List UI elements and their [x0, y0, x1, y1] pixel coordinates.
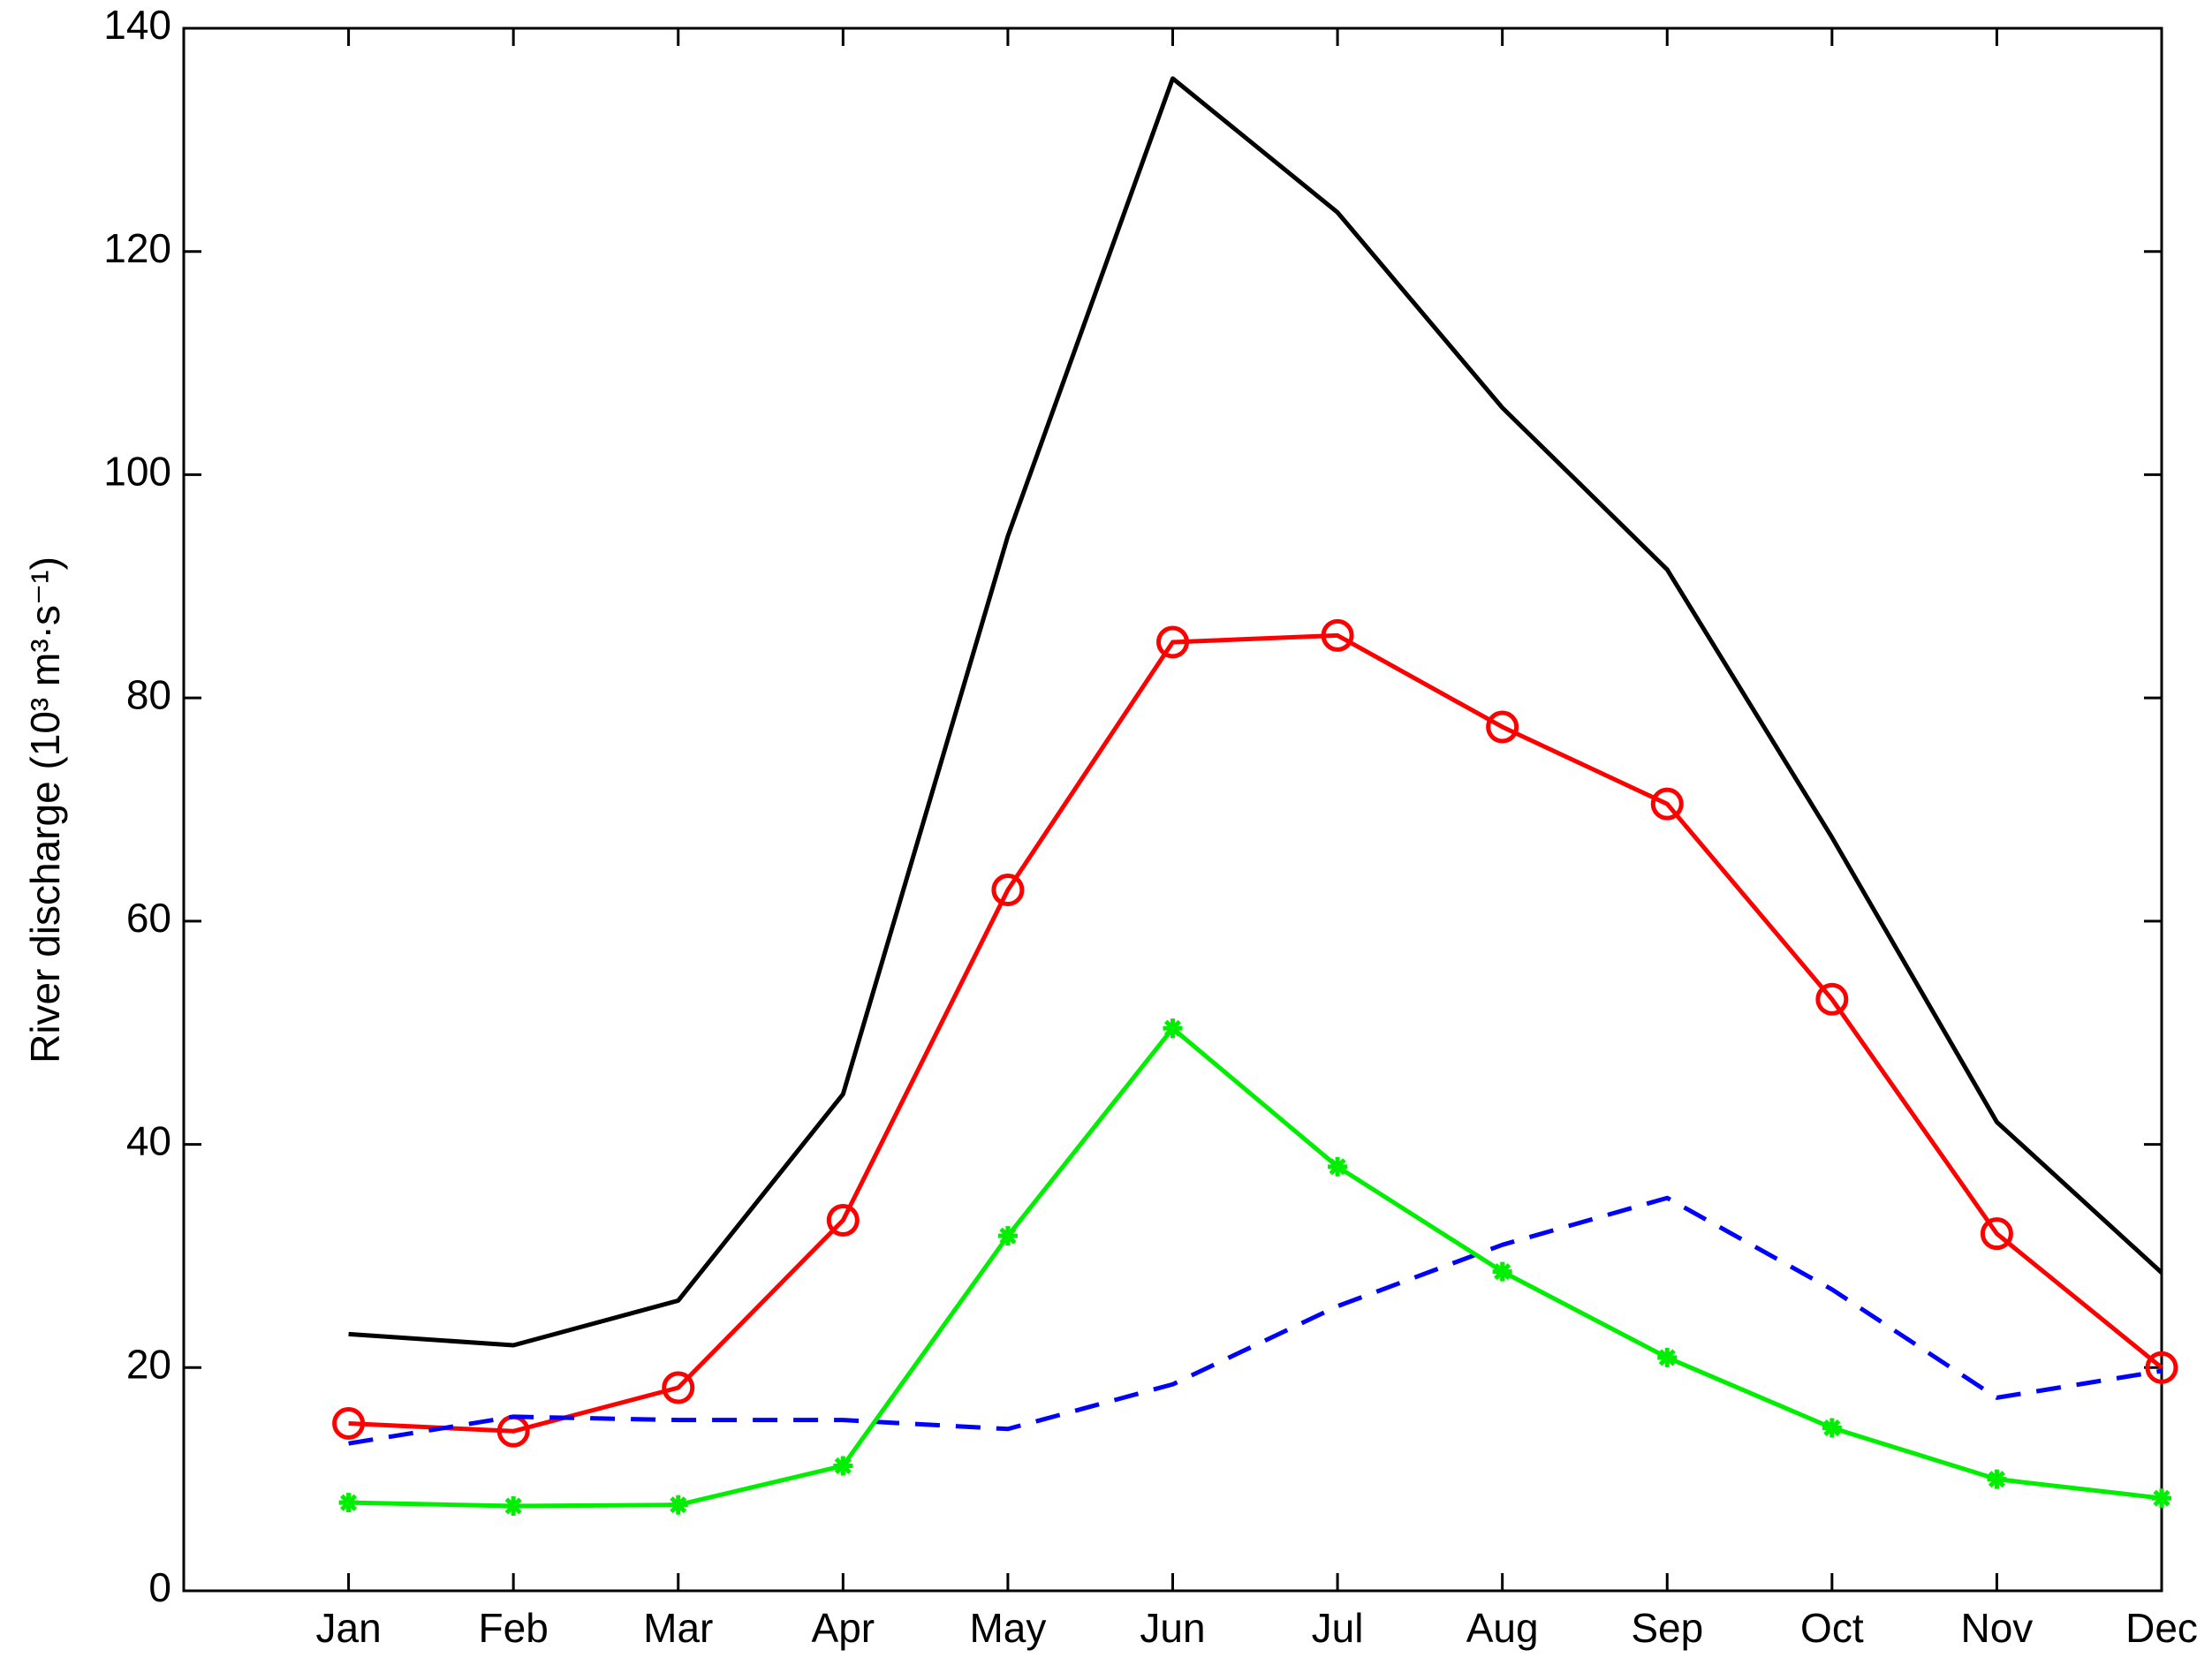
- marker: [1163, 1018, 1183, 1039]
- marker: [1657, 1347, 1678, 1367]
- plot-frame: [182, 26, 2163, 1593]
- marker: [991, 873, 1025, 906]
- y-tick-label: 120: [103, 225, 171, 271]
- y-tick-label: 80: [126, 671, 171, 717]
- marker: [1650, 787, 1684, 821]
- marker: [1980, 1217, 2013, 1251]
- marker: [2152, 1488, 2171, 1509]
- marker: [1156, 625, 1189, 659]
- marker: [1321, 618, 1354, 652]
- marker: [662, 1371, 695, 1404]
- marker: [833, 1456, 853, 1476]
- y-tick-label: 0: [148, 1564, 171, 1610]
- x-tick-label: Jun: [1140, 1605, 1205, 1651]
- x-tick-label: Sep: [1631, 1605, 1703, 1651]
- marker: [826, 1203, 860, 1237]
- series-line: [348, 76, 2163, 1348]
- x-tick-label: Jan: [315, 1605, 381, 1651]
- marker: [1815, 982, 1849, 1016]
- y-tick-label: 100: [103, 449, 171, 495]
- marker: [504, 1495, 524, 1516]
- marker: [1328, 1156, 1348, 1177]
- y-tick-label: 60: [126, 895, 171, 941]
- x-tick-label: Dec: [2125, 1605, 2198, 1651]
- x-tick-label: Oct: [1800, 1605, 1864, 1651]
- x-tick-label: Jul: [1312, 1605, 1364, 1651]
- x-tick-label: Nov: [1961, 1605, 2034, 1651]
- x-tick-label: Feb: [479, 1605, 549, 1651]
- y-tick-label: 40: [126, 1118, 171, 1164]
- y-axis-label: River discharge (10³ m³·s⁻¹): [22, 556, 68, 1063]
- series-line: [348, 1195, 2163, 1446]
- marker: [1486, 710, 1519, 744]
- marker: [997, 1226, 1018, 1246]
- y-tick-label: 140: [103, 2, 171, 48]
- marker: [2145, 1351, 2178, 1384]
- series-line: [348, 632, 2163, 1434]
- x-tick-label: May: [969, 1605, 1046, 1651]
- marker: [1987, 1469, 2007, 1489]
- y-tick-label: 20: [126, 1341, 171, 1387]
- marker: [338, 1493, 359, 1513]
- marker: [668, 1495, 688, 1515]
- x-tick-label: Aug: [1466, 1605, 1539, 1651]
- marker: [332, 1406, 366, 1440]
- marker: [1822, 1418, 1842, 1438]
- marker: [1492, 1261, 1512, 1282]
- x-tick-label: Apr: [812, 1605, 875, 1651]
- series-line: [348, 1025, 2163, 1509]
- x-tick-label: Mar: [643, 1605, 713, 1651]
